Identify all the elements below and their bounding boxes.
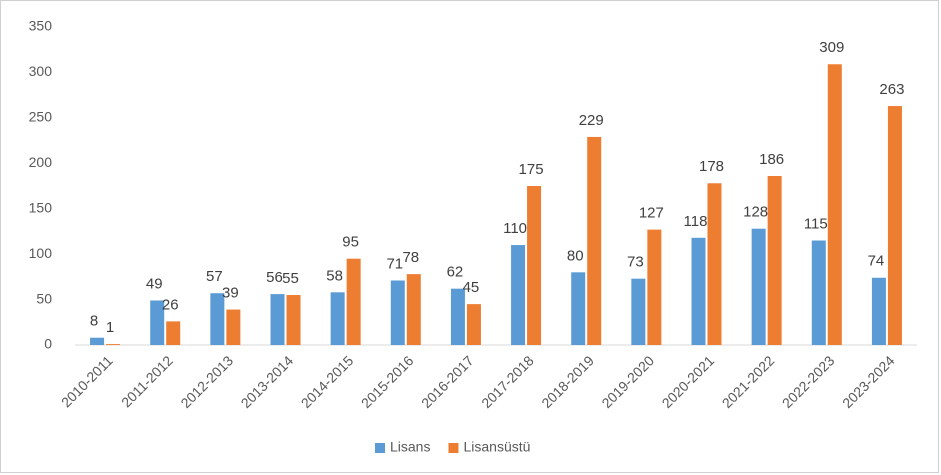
y-tick-label: 100 <box>29 245 53 261</box>
data-label: 263 <box>879 81 904 98</box>
data-label: 1 <box>106 319 114 336</box>
data-label: 8 <box>90 313 98 330</box>
bar <box>691 237 706 345</box>
data-label: 49 <box>146 275 163 292</box>
data-label: 74 <box>868 253 885 270</box>
bar <box>527 186 542 345</box>
legend-swatch <box>448 443 459 453</box>
bar <box>390 280 405 345</box>
y-tick-label: 250 <box>29 109 53 125</box>
data-label: 58 <box>326 267 343 284</box>
bar <box>751 228 766 345</box>
data-label: 186 <box>759 151 784 168</box>
data-label: 71 <box>386 255 403 272</box>
data-label: 26 <box>162 296 179 313</box>
data-label: 175 <box>519 161 544 178</box>
bar <box>226 309 241 345</box>
data-label: 80 <box>567 247 584 264</box>
bar <box>346 258 361 345</box>
y-tick-label: 0 <box>44 336 52 352</box>
bar <box>631 278 646 345</box>
legend-label: Lisans <box>390 439 430 455</box>
bar <box>871 277 886 345</box>
bar <box>887 106 902 345</box>
data-label: 115 <box>804 215 828 232</box>
bar <box>330 292 345 345</box>
data-label: 110 <box>503 220 527 237</box>
bar <box>106 344 121 345</box>
bar <box>90 337 105 345</box>
data-label: 118 <box>684 213 708 230</box>
bar <box>511 245 526 345</box>
data-label: 78 <box>402 249 419 266</box>
bar <box>571 272 586 345</box>
data-label: 57 <box>206 268 223 285</box>
bar <box>210 293 225 345</box>
bar <box>166 321 181 345</box>
bar <box>286 295 301 345</box>
bar <box>270 294 285 345</box>
data-label: 39 <box>222 285 239 302</box>
y-tick-label: 350 <box>29 18 53 34</box>
y-tick-label: 200 <box>29 154 53 170</box>
data-label: 229 <box>579 112 604 129</box>
y-tick-label: 300 <box>29 63 53 79</box>
bar <box>707 183 722 345</box>
data-label: 178 <box>699 158 724 175</box>
bar <box>767 176 782 345</box>
bar <box>811 240 826 345</box>
data-label: 127 <box>639 205 664 222</box>
data-label: 56 <box>266 269 283 286</box>
data-label: 73 <box>627 254 644 271</box>
y-tick-label: 150 <box>29 199 53 215</box>
data-label: 309 <box>819 39 844 56</box>
bar <box>466 304 481 345</box>
bar <box>450 288 465 345</box>
bar <box>587 136 602 345</box>
bar <box>406 274 421 345</box>
data-label: 55 <box>282 270 299 287</box>
data-label: 95 <box>342 234 359 251</box>
bar <box>150 300 165 345</box>
data-label: 45 <box>463 279 480 296</box>
y-tick-label: 50 <box>36 290 52 306</box>
legend-swatch <box>375 443 385 453</box>
legend-label: Lisansüstü <box>463 439 530 455</box>
bar <box>827 64 842 345</box>
data-label: 128 <box>743 204 768 221</box>
bar <box>647 229 662 345</box>
data-label: 62 <box>447 264 464 281</box>
